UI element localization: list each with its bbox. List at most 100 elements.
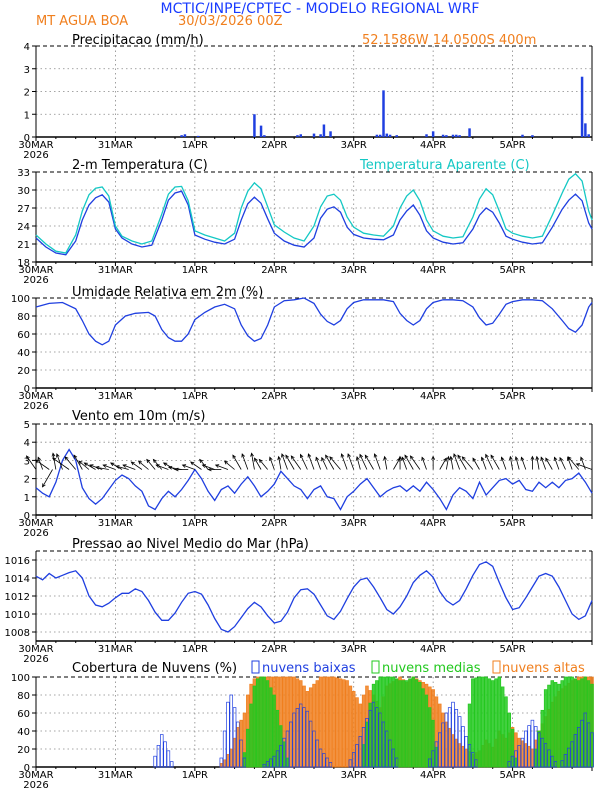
wind-arrow-head bbox=[232, 454, 237, 459]
wind-arrow-head bbox=[520, 456, 525, 461]
series-line-pressure bbox=[35, 561, 593, 633]
mid-cloud-bar bbox=[560, 680, 564, 768]
wind-arrow bbox=[410, 455, 421, 470]
wind-arrow-head bbox=[162, 462, 168, 467]
mid-cloud-bar bbox=[577, 680, 581, 768]
cloud-cover-title: Cobertura de Nuvens (%) bbox=[72, 661, 237, 676]
mid-cloud-bar bbox=[279, 725, 283, 768]
mid-cloud-bar bbox=[262, 676, 267, 768]
low-cloud-bar bbox=[434, 741, 439, 768]
humidity-panel: Umidade Relativa em 2m (%) 0 20 40 60 80 100 3… bbox=[11, 285, 593, 412]
high-cloud-bar bbox=[348, 685, 353, 768]
series-line-temp bbox=[35, 172, 593, 254]
x-tick-label: 2APR bbox=[261, 140, 287, 151]
x-tick-label: 30MAR bbox=[18, 518, 53, 529]
mid-cloud-bar bbox=[497, 676, 502, 768]
mid-cloud-bar bbox=[242, 752, 247, 768]
wind-arrow bbox=[421, 457, 427, 470]
low-cloud-bar bbox=[315, 739, 320, 768]
wind-arrow-head bbox=[174, 467, 179, 472]
wind-arrow bbox=[515, 456, 520, 470]
wind-arrow bbox=[580, 457, 586, 470]
wind-arrow-head bbox=[152, 458, 157, 464]
wind-arrow bbox=[278, 456, 282, 470]
y-tick-label: 100 bbox=[11, 294, 30, 305]
low-cloud-bar bbox=[312, 730, 316, 768]
wind-arrow bbox=[138, 460, 149, 470]
x-tick-year-label: 2026 bbox=[23, 150, 48, 161]
wind-arrow bbox=[73, 455, 83, 470]
precip-bar bbox=[431, 131, 435, 137]
wind-arrow-head bbox=[553, 456, 558, 461]
y-tick-label: 1014 bbox=[5, 574, 30, 585]
x-tick-label: 30MAR bbox=[18, 265, 53, 276]
wind-arrow-head bbox=[269, 456, 273, 461]
high-cloud-bar bbox=[457, 743, 462, 768]
mid-cloud-bar bbox=[282, 741, 286, 768]
wind-arrow-head bbox=[355, 456, 360, 461]
wind-arrow bbox=[52, 453, 57, 470]
x-tick-label: 3APR bbox=[341, 644, 367, 655]
wind-arrow bbox=[163, 462, 176, 470]
wind-arrow-head bbox=[78, 460, 83, 465]
high-cloud-bar bbox=[441, 712, 445, 768]
low-cloud-bar bbox=[454, 709, 459, 768]
low-cloud-bar bbox=[467, 744, 472, 768]
mid-cloud-bar bbox=[481, 676, 485, 768]
wind-arrow-head bbox=[485, 453, 489, 458]
mid-cloud-bar bbox=[391, 676, 396, 768]
low-cloud-bar bbox=[351, 752, 356, 768]
mid-cloud-bar bbox=[428, 707, 432, 768]
x-tick-label: 5APR bbox=[499, 391, 525, 402]
y-tick-label: 40 bbox=[17, 348, 30, 359]
wind-arrow-head bbox=[201, 464, 207, 468]
low-cloud-bar bbox=[236, 721, 240, 768]
precip-bar bbox=[584, 123, 587, 137]
series-line-wind bbox=[35, 448, 593, 511]
wind-arrow-head bbox=[329, 456, 334, 461]
mid-cloud-bar bbox=[394, 678, 399, 768]
mid-cloud-bar bbox=[540, 709, 545, 768]
low-cloud-bar bbox=[388, 739, 392, 768]
x-tick-label: 5APR bbox=[499, 770, 525, 781]
wind-arrow-head bbox=[443, 457, 447, 462]
low-cloud-bar bbox=[226, 701, 230, 768]
high-clouds-legend-swatch bbox=[492, 660, 501, 674]
wind-arrow bbox=[78, 460, 90, 470]
low-cloud-bar bbox=[537, 732, 541, 768]
x-tick-label: 1APR bbox=[182, 644, 208, 655]
mid-cloud-bar bbox=[557, 683, 561, 768]
wind-arrow bbox=[259, 459, 268, 470]
y-tick-label: 0 bbox=[24, 133, 30, 144]
y-tick-label: 5 bbox=[24, 420, 30, 431]
y-tick-label: 60 bbox=[17, 709, 30, 720]
low-cloud-bar bbox=[527, 725, 531, 768]
wind-arrow-head bbox=[56, 453, 60, 458]
y-tick-label: 1 bbox=[24, 493, 30, 504]
high-cloud-bar bbox=[338, 678, 343, 768]
wind-arrow-head bbox=[340, 453, 345, 458]
wind-arrow bbox=[321, 457, 328, 470]
mid-cloud-bar bbox=[365, 721, 369, 768]
high-cloud-bar bbox=[524, 743, 528, 768]
y-tick-label: 40 bbox=[17, 727, 30, 738]
x-tick-label: 2APR bbox=[261, 518, 287, 529]
low-cloud-bar bbox=[510, 755, 515, 768]
wind-arrow bbox=[341, 453, 348, 470]
wind-arrow bbox=[122, 464, 136, 470]
mid-cloud-bar bbox=[474, 677, 478, 768]
wind-arrow-head bbox=[25, 455, 30, 460]
wind-arrow-head bbox=[95, 465, 100, 470]
y-tick-label: 0 bbox=[24, 384, 30, 395]
low-cloud-bar bbox=[573, 734, 578, 768]
wind-arrow-head bbox=[199, 458, 204, 464]
x-tick-label: 5APR bbox=[499, 140, 525, 151]
mid-cloud-bar bbox=[411, 676, 416, 768]
precip-bar bbox=[587, 134, 590, 137]
high-clouds-legend: nuvens altas bbox=[502, 661, 585, 676]
low-cloud-bar bbox=[299, 703, 303, 768]
low-cloud-bar bbox=[328, 762, 333, 768]
wind-arrow-head bbox=[73, 454, 78, 459]
wind-arrow-head bbox=[181, 464, 187, 468]
y-tick-label: 24 bbox=[17, 222, 30, 233]
